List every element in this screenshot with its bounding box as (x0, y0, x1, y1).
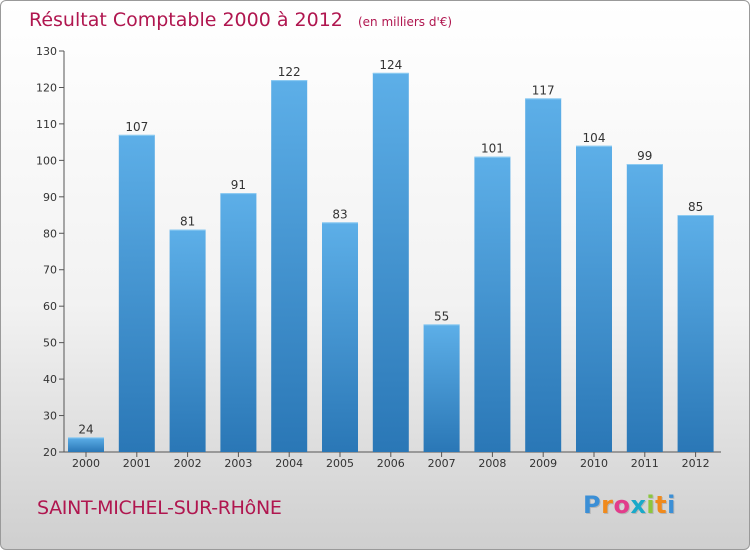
bar-2012 (677, 215, 714, 452)
bar-2001 (118, 134, 155, 452)
value-label-2008: 101 (481, 142, 504, 156)
proxiti-logo: Proxiti (583, 491, 676, 519)
logo-letter: P (583, 491, 602, 519)
x-tick-label-2000: 2000 (72, 457, 100, 470)
town-name: SAINT-MICHEL-SUR-RHôNE (37, 497, 282, 519)
logo-letter: o (613, 491, 631, 519)
chart-subtitle: (en milliers d'€) (357, 15, 453, 29)
bar-2003 (220, 193, 257, 452)
title-line: Résultat Comptable 2000 à 2012 (en milli… (29, 9, 452, 31)
bar-2002 (169, 229, 206, 452)
x-tick-label-2011: 2011 (631, 457, 659, 470)
value-label-2009: 117 (532, 83, 555, 97)
y-tick-label: 70 (43, 264, 57, 277)
bar-value-labels: 24 107 81 91 122 83 124 55 101 117 104 99 85 (78, 58, 703, 437)
y-tick-label: 50 (43, 337, 57, 350)
x-tick-label-2007: 2007 (428, 457, 456, 470)
logo-letter: x (630, 491, 647, 519)
value-label-2005: 83 (332, 207, 347, 221)
x-tick-label-2002: 2002 (174, 457, 202, 470)
x-tick-label-2008: 2008 (478, 457, 506, 470)
y-tick-label: 120 (36, 81, 57, 94)
value-label-2011: 99 (637, 149, 652, 163)
bar-2000 (68, 437, 104, 452)
y-tick-label: 30 (43, 410, 57, 423)
value-label-2012: 85 (688, 200, 703, 214)
value-label-2002: 81 (180, 215, 195, 229)
value-label-2010: 104 (583, 131, 606, 145)
bar-2004 (271, 80, 308, 452)
y-tick-label: 80 (43, 227, 57, 240)
value-label-2001: 107 (125, 120, 148, 134)
y-tick-label: 40 (43, 373, 57, 386)
bar-2005 (322, 222, 358, 452)
value-label-2004: 122 (278, 65, 301, 79)
logo-letter: i (646, 491, 656, 519)
y-tick-label: 130 (36, 45, 57, 58)
x-tick-label-2006: 2006 (377, 457, 405, 470)
x-tick-label-2004: 2004 (275, 457, 303, 470)
y-tick-label: 110 (36, 118, 57, 131)
chart-title: Résultat Comptable 2000 à 2012 (29, 9, 343, 31)
y-tick-label: 100 (36, 154, 57, 167)
logo-letter: i (667, 491, 676, 519)
x-tick-label-2009: 2009 (529, 457, 557, 470)
x-tick-label-2010: 2010 (580, 457, 608, 470)
value-label-2006: 124 (379, 58, 402, 72)
bar-2007 (423, 324, 460, 452)
y-tick-label: 90 (43, 191, 57, 204)
bars (68, 72, 714, 453)
bar-2006 (372, 72, 409, 452)
x-tick-label-2012: 2012 (682, 457, 710, 470)
x-tick-label-2001: 2001 (123, 457, 151, 470)
y-tick-label: 20 (43, 446, 57, 459)
value-label-2003: 91 (231, 178, 246, 192)
logo-letter: r (601, 491, 614, 519)
y-tick-label: 60 (43, 300, 57, 313)
bar-2009 (525, 98, 562, 453)
value-label-2007: 55 (434, 309, 449, 323)
logo-letter: t (655, 491, 668, 519)
bar-2011 (626, 164, 663, 452)
x-tick-label-2003: 2003 (224, 457, 252, 470)
x-tick-label-2005: 2005 (326, 457, 354, 470)
bar-2008 (474, 156, 511, 452)
value-label-2000: 24 (78, 422, 93, 436)
bar-2010 (576, 145, 612, 453)
